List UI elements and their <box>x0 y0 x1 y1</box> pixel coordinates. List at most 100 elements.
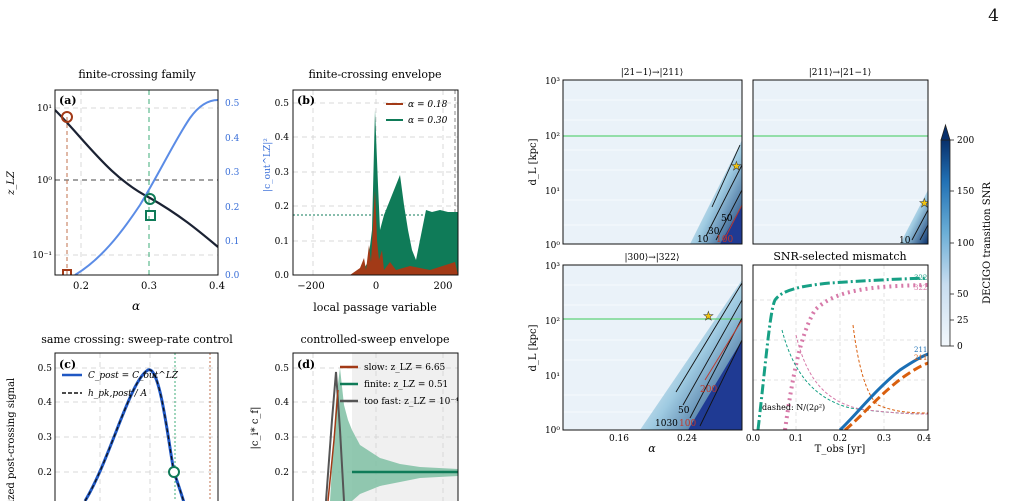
panel-r1: |21−1⟩→|211⟩ ★ 50 30 10 100 10³ 10² 10¹ … <box>528 68 743 251</box>
r1-ytick-0: 10³ <box>545 77 560 87</box>
page-number: 4 <box>988 6 999 26</box>
d-ytick-0: 0.5 <box>275 364 290 374</box>
c-legend-0: C_post = C_out^LZ <box>88 371 179 381</box>
r2-title: |211⟩→|21−1⟩ <box>809 68 872 78</box>
r1-ylabel: d_L [kpc] <box>528 138 539 185</box>
r3-ytick-2: 10¹ <box>545 372 560 382</box>
panel-d-title: controlled-sweep envelope <box>300 333 449 346</box>
a-ylabel-right: |c_out^LZ|² <box>263 138 273 192</box>
r1-ytick-1: 10² <box>545 132 560 142</box>
r4-xtick-1: 0.1 <box>789 434 803 444</box>
d-ytick-3: 0.2 <box>275 468 289 478</box>
c-legend: C_post = C_out^LZ h_pk,post / A <box>62 371 179 399</box>
r3-contour-2: 1030 <box>655 419 678 429</box>
a-ytick-l1: 10⁰ <box>37 176 52 186</box>
b-legend-1: α = 0.30 <box>408 116 448 126</box>
r3-title: |300⟩→|322⟩ <box>625 253 680 263</box>
r4-note: dashed: N/(2ρ²) <box>762 403 825 412</box>
r4-xtick-3: 0.3 <box>877 434 892 444</box>
r1-title: |21−1⟩→|211⟩ <box>621 68 684 78</box>
c-ytick-0: 0.5 <box>38 364 53 374</box>
r3-contour-0: 200 <box>700 385 717 395</box>
c-ytick-3: 0.2 <box>38 468 52 478</box>
r3-ylabel: d_L [kpc] <box>528 324 539 371</box>
b-xtick-0: −200 <box>297 281 324 292</box>
d-legend-1: finite: z_LZ = 0.51 <box>364 380 448 390</box>
c-ylabel: lized post-crossing signal <box>6 378 17 501</box>
a-ytick-r4: 0.4 <box>225 134 240 144</box>
a-ytick-r2: 0.2 <box>225 203 239 213</box>
r2-contour-0: 10 <box>899 236 911 246</box>
a-ytick-r5: 0.5 <box>225 99 240 109</box>
a-ytick-r3: 0.3 <box>225 168 240 178</box>
panel-b: finite-crossing envelope (b) α = 0.18 α … <box>275 68 459 314</box>
r3-ytick-0: 10³ <box>545 262 560 272</box>
a-ytick-r1: 0.1 <box>225 237 239 247</box>
r3-contour-1: 50 <box>678 406 690 416</box>
d-legend-0: slow: z_LZ = 6.65 <box>364 363 446 373</box>
r4-series-0: 322 <box>914 274 927 282</box>
r1-ytick-3: 10⁰ <box>545 241 560 251</box>
c-legend-1: h_pk,post / A <box>88 389 148 399</box>
panel-c-tag: (c) <box>59 358 76 371</box>
panel-r3: |300⟩→|322⟩ ★ 200 50 1030 100 10³ 10² 10… <box>528 253 743 455</box>
r1-ytick-2: 10¹ <box>545 187 560 197</box>
panel-a-title: finite-crossing family <box>78 68 196 81</box>
r3-ytick-1: 10² <box>545 317 560 327</box>
svg-text:★: ★ <box>919 196 930 210</box>
r1-contour-0: 50 <box>721 214 733 224</box>
r4-title: SNR-selected mismatch <box>773 250 906 263</box>
d-ytick-1: 0.4 <box>275 398 290 408</box>
a-xtick-1: 0.3 <box>141 281 157 292</box>
r3-xtick-0: 0.16 <box>609 434 629 444</box>
b-ytick-2: 0.2 <box>275 202 289 212</box>
r4-series-1: 322 <box>914 284 927 292</box>
cbar-tick-1: 150 <box>957 187 974 197</box>
b-legend-0: α = 0.18 <box>408 100 448 110</box>
b-ytick-1: 0.1 <box>275 237 289 247</box>
b-xlabel: local passage variable <box>313 301 437 314</box>
c-ytick-1: 0.4 <box>38 398 53 408</box>
b-ytick-4: 0.4 <box>275 133 290 143</box>
r4-series-2: 211 <box>914 346 927 354</box>
r3-ytick-3: 10⁰ <box>545 426 560 436</box>
c-ytick-2: 0.3 <box>38 433 53 443</box>
r4-xtick-2: 0.2 <box>833 434 847 444</box>
r4-xlabel: T_obs [yr] <box>815 444 866 455</box>
cbar-tick-2: 100 <box>957 239 974 249</box>
b-xtick-1: 0 <box>373 281 379 292</box>
a-ylabel-left: z_LZ <box>6 170 17 196</box>
b-ytick-3: 0.3 <box>275 168 290 178</box>
d-ylabel: |c_i* c_f| <box>250 406 261 449</box>
panel-a: finite-crossing family (a) 0.2 0.3 0.4 α… <box>6 68 273 313</box>
panel-b-title: finite-crossing envelope <box>308 68 441 81</box>
r1-contour-1: 30 <box>708 227 720 237</box>
colorbar: 200 150 100 50 25 0 DECIGO transition SN… <box>940 123 993 352</box>
r1-contour-3: 100 <box>716 235 733 245</box>
a-xtick-2: 0.4 <box>209 281 225 292</box>
a-ytick-l0: 10¹ <box>37 104 52 114</box>
panel-r2: |211⟩→|21−1⟩ ★ 10 <box>752 68 930 246</box>
b-ytick-0: 0.0 <box>275 271 290 281</box>
svg-text:★: ★ <box>731 159 742 173</box>
panel-c-title: same crossing: sweep-rate control <box>41 333 233 346</box>
cbar-tick-4: 25 <box>957 316 969 326</box>
panel-d: controlled-sweep envelope (d) slow: z_LZ… <box>250 333 459 501</box>
cbar-tick-3: 50 <box>957 290 969 300</box>
r4-xtick-4: 0.4 <box>917 434 932 444</box>
r3-contour-3: 100 <box>679 419 696 429</box>
panel-a-tag: (a) <box>59 94 77 107</box>
cbar-label: DECIGO transition SNR <box>982 182 993 304</box>
d-ytick-2: 0.3 <box>275 433 290 443</box>
cbar-tick-0: 200 <box>957 136 974 146</box>
panel-c: same crossing: sweep-rate control (c) C_… <box>6 333 233 501</box>
r3-xlabel: α <box>648 442 656 455</box>
r3-xtick-1: 0.24 <box>677 434 697 444</box>
r4-xtick-0: 0.0 <box>746 434 761 444</box>
svg-text:★: ★ <box>703 309 714 323</box>
b-legend: α = 0.18 α = 0.30 <box>386 100 448 126</box>
a-ytick-l2: 10⁻¹ <box>32 251 52 261</box>
a-xtick-0: 0.2 <box>73 281 89 292</box>
b-ytick-5: 0.5 <box>275 99 290 109</box>
